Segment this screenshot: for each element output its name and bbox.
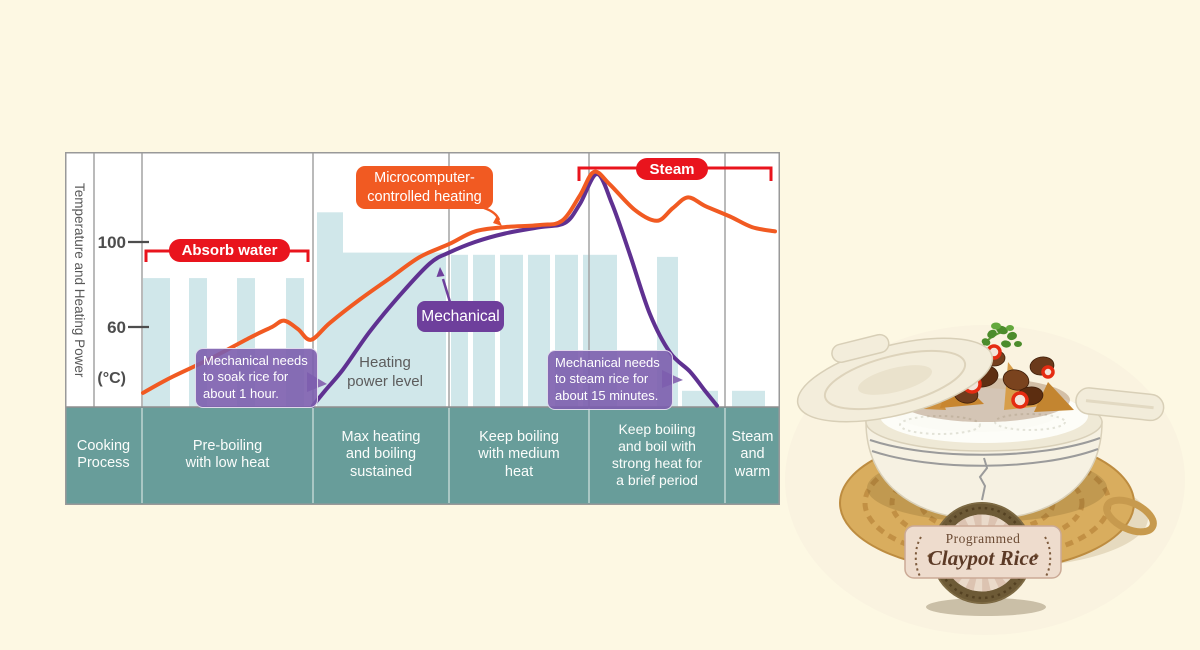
stage-steam-and-warm: Steam and warm: [731, 428, 774, 480]
microcomputer-curve: [141, 169, 777, 395]
band-header-cooking-process: Cooking Process: [76, 437, 131, 471]
pot-handle: [1075, 387, 1165, 422]
clay-pot: [796, 322, 1165, 520]
mechanical-arrow: [441, 278, 452, 303]
stage-keep-boiling-medium: Keep boiling with medium heat: [478, 428, 560, 480]
pot-lid: [796, 333, 994, 423]
badge-band: [904, 525, 1062, 579]
cilantro-sprig: [977, 322, 1022, 357]
chart-border: [65, 152, 780, 505]
absorb-water-label: Absorb water: [169, 239, 290, 262]
heating-power-bar: [143, 278, 170, 407]
claypot-photo: [785, 322, 1185, 635]
pot-wire: [869, 437, 1101, 501]
microcomputer-arrowhead: [493, 215, 502, 226]
mechanical-box: Mechanical: [417, 301, 504, 332]
badge-shadow: [926, 598, 1046, 616]
heating-power-bar: [528, 254, 550, 408]
steam-label: Steam: [636, 158, 708, 180]
heating-power-bar: [732, 390, 765, 408]
stage-pre-boiling: Pre-boiling with low heat: [185, 437, 270, 471]
process-band-bg: [65, 407, 780, 504]
stage-max-heating: Max heating and boiling sustained: [341, 428, 421, 480]
claypot-rice-badge: [904, 502, 1062, 604]
band-separators: [141, 408, 726, 503]
badge-eyebrow: Programmed: [945, 531, 1021, 546]
heating-power-level-label: Heating power level: [347, 354, 423, 390]
y-tick-100: 100: [97, 233, 126, 252]
soak-rice-callout: Mechanical needs to soak rice for about …: [195, 348, 318, 408]
y-unit-label: (°C): [97, 370, 126, 387]
steam-rice-callout: Mechanical needs to steam rice for about…: [547, 350, 673, 410]
y-axis-title: Temperature and Heating Power: [72, 182, 87, 378]
microcomputer-heating-box: Microcomputer- controlled heating: [356, 166, 493, 209]
mat-tail: [1103, 496, 1157, 536]
mechanical-arrowhead: [436, 267, 445, 277]
stage-keep-boiling-strong: Keep boiling and boil with strong heat f…: [611, 421, 703, 488]
heating-power-bar: [500, 254, 523, 408]
y-tick-60: 60: [107, 318, 126, 337]
badge-title: Claypot Rice: [927, 546, 1039, 570]
